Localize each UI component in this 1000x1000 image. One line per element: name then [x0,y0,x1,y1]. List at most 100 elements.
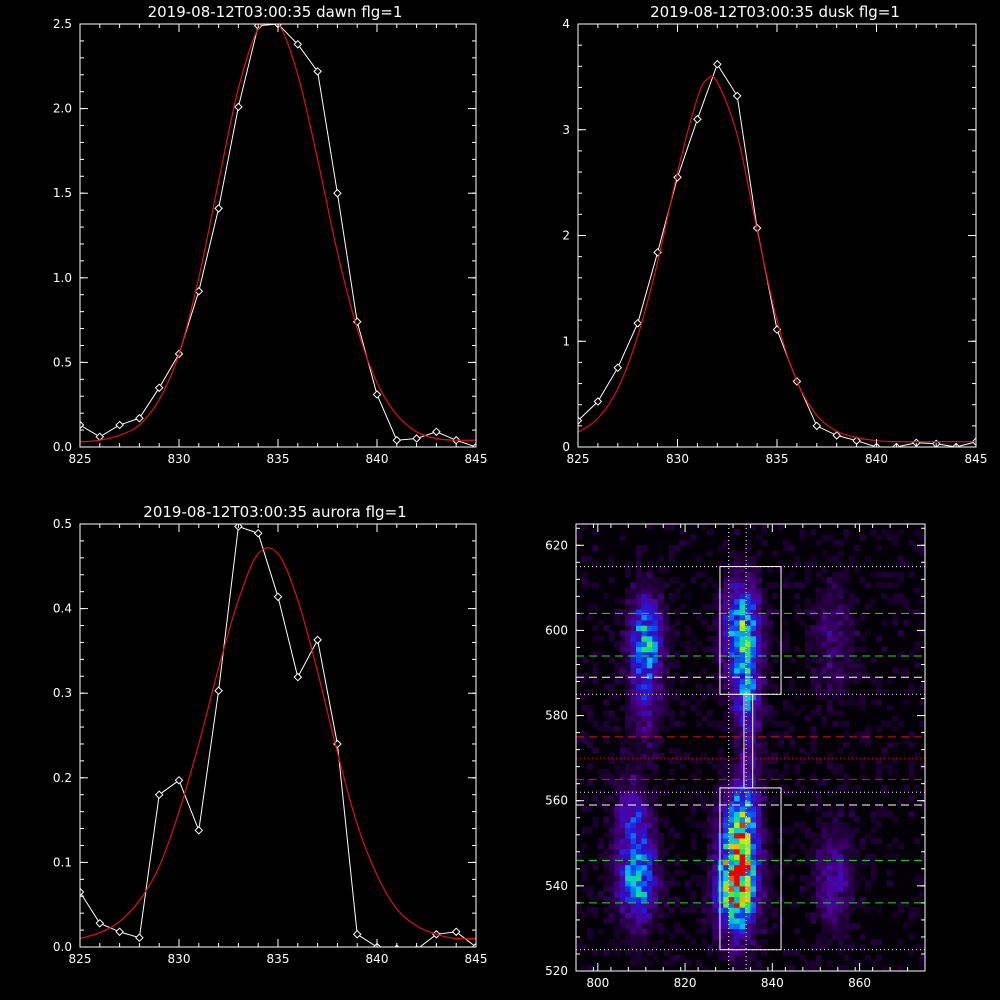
image-cell [701,923,708,929]
image-cell [783,704,790,711]
image-cell [641,795,648,802]
image-cell [761,885,768,892]
image-cell [636,742,643,749]
image-cell [663,694,670,701]
image-cell [636,832,643,839]
image-cell [859,859,866,866]
image-cell [668,880,675,887]
image-cell [657,566,664,573]
image-cell [745,704,752,711]
image-cell [706,949,713,956]
image-cell [586,555,593,562]
image-cell [679,582,686,589]
image-cell [614,726,621,733]
image-cell [919,880,925,887]
image-cell [625,774,632,780]
image-cell [761,811,768,818]
image-cell [750,965,757,971]
image-cell [641,891,648,898]
image-cell [843,625,850,631]
image-cell [652,816,659,823]
image-cell [903,736,910,743]
dawn-ytick-label: 2.0 [53,102,72,116]
image-cell [652,657,659,663]
image-cell [685,540,692,546]
image-cell [832,816,839,823]
image-cell [614,667,621,674]
image-cell [728,587,735,594]
image-cell [826,630,833,637]
image-cell [712,673,719,679]
image-cell [728,683,735,690]
image-cell [636,678,643,685]
image-cell [636,571,643,578]
image-cell [603,949,610,956]
image-cell [657,678,664,685]
image-cell [854,545,861,552]
image-cell [859,774,866,780]
image-cell [723,720,730,727]
image-cell [646,763,653,770]
image-cell [854,598,861,605]
image-cell [805,657,812,663]
image-cell [761,864,768,871]
image-cell [848,859,855,866]
image-cell [756,710,763,717]
image-cell [619,598,626,605]
image-cell [745,832,752,839]
image-cell [865,555,872,562]
image-cell [865,582,872,589]
image-cell [805,752,812,759]
image-cell [619,758,626,764]
image-cell [843,917,850,924]
image-cell [832,683,839,690]
image-cell [750,774,757,780]
image-cell [728,960,735,967]
image-cell [668,545,675,552]
image-cell [723,561,730,568]
image-cell [821,651,828,658]
image-cell [608,901,615,908]
image-cell [777,561,784,568]
image-cell [657,641,664,647]
image-cell [636,763,643,770]
image-cell [728,816,735,823]
image-cell [696,641,703,647]
image-cell [756,928,763,935]
image-cell [914,784,921,791]
image-cell [706,912,713,919]
image-cell [712,763,719,770]
image-cell [630,699,637,706]
image-cell [608,806,615,812]
image-cell [674,651,681,658]
image-cell [826,625,833,631]
image-cell [657,848,664,855]
dawn-data-point [471,442,476,447]
image-cell [821,534,828,541]
image-cell [641,880,648,887]
image-cell [723,593,730,600]
image-cell [756,752,763,759]
dawn-data-point [154,383,164,393]
image-cell [832,896,839,903]
image-cell [815,704,822,711]
image-cell [777,720,784,727]
image-cell [837,598,844,605]
image-cell [761,880,768,887]
image-cell [897,630,904,637]
image-ytick-label: 580 [545,709,568,723]
image-cell [685,752,692,759]
image-cell [636,726,643,733]
image-cell [608,885,615,892]
dusk-data-point [732,91,742,101]
image-cell [826,832,833,839]
image-cell [636,582,643,589]
image-cell [630,832,637,839]
image-cell [761,635,768,642]
image-cell [712,912,719,919]
image-cell [745,609,752,615]
image-cell [630,582,637,589]
image-cell [821,885,828,892]
image-cell [761,529,768,536]
image-cell [832,587,839,594]
